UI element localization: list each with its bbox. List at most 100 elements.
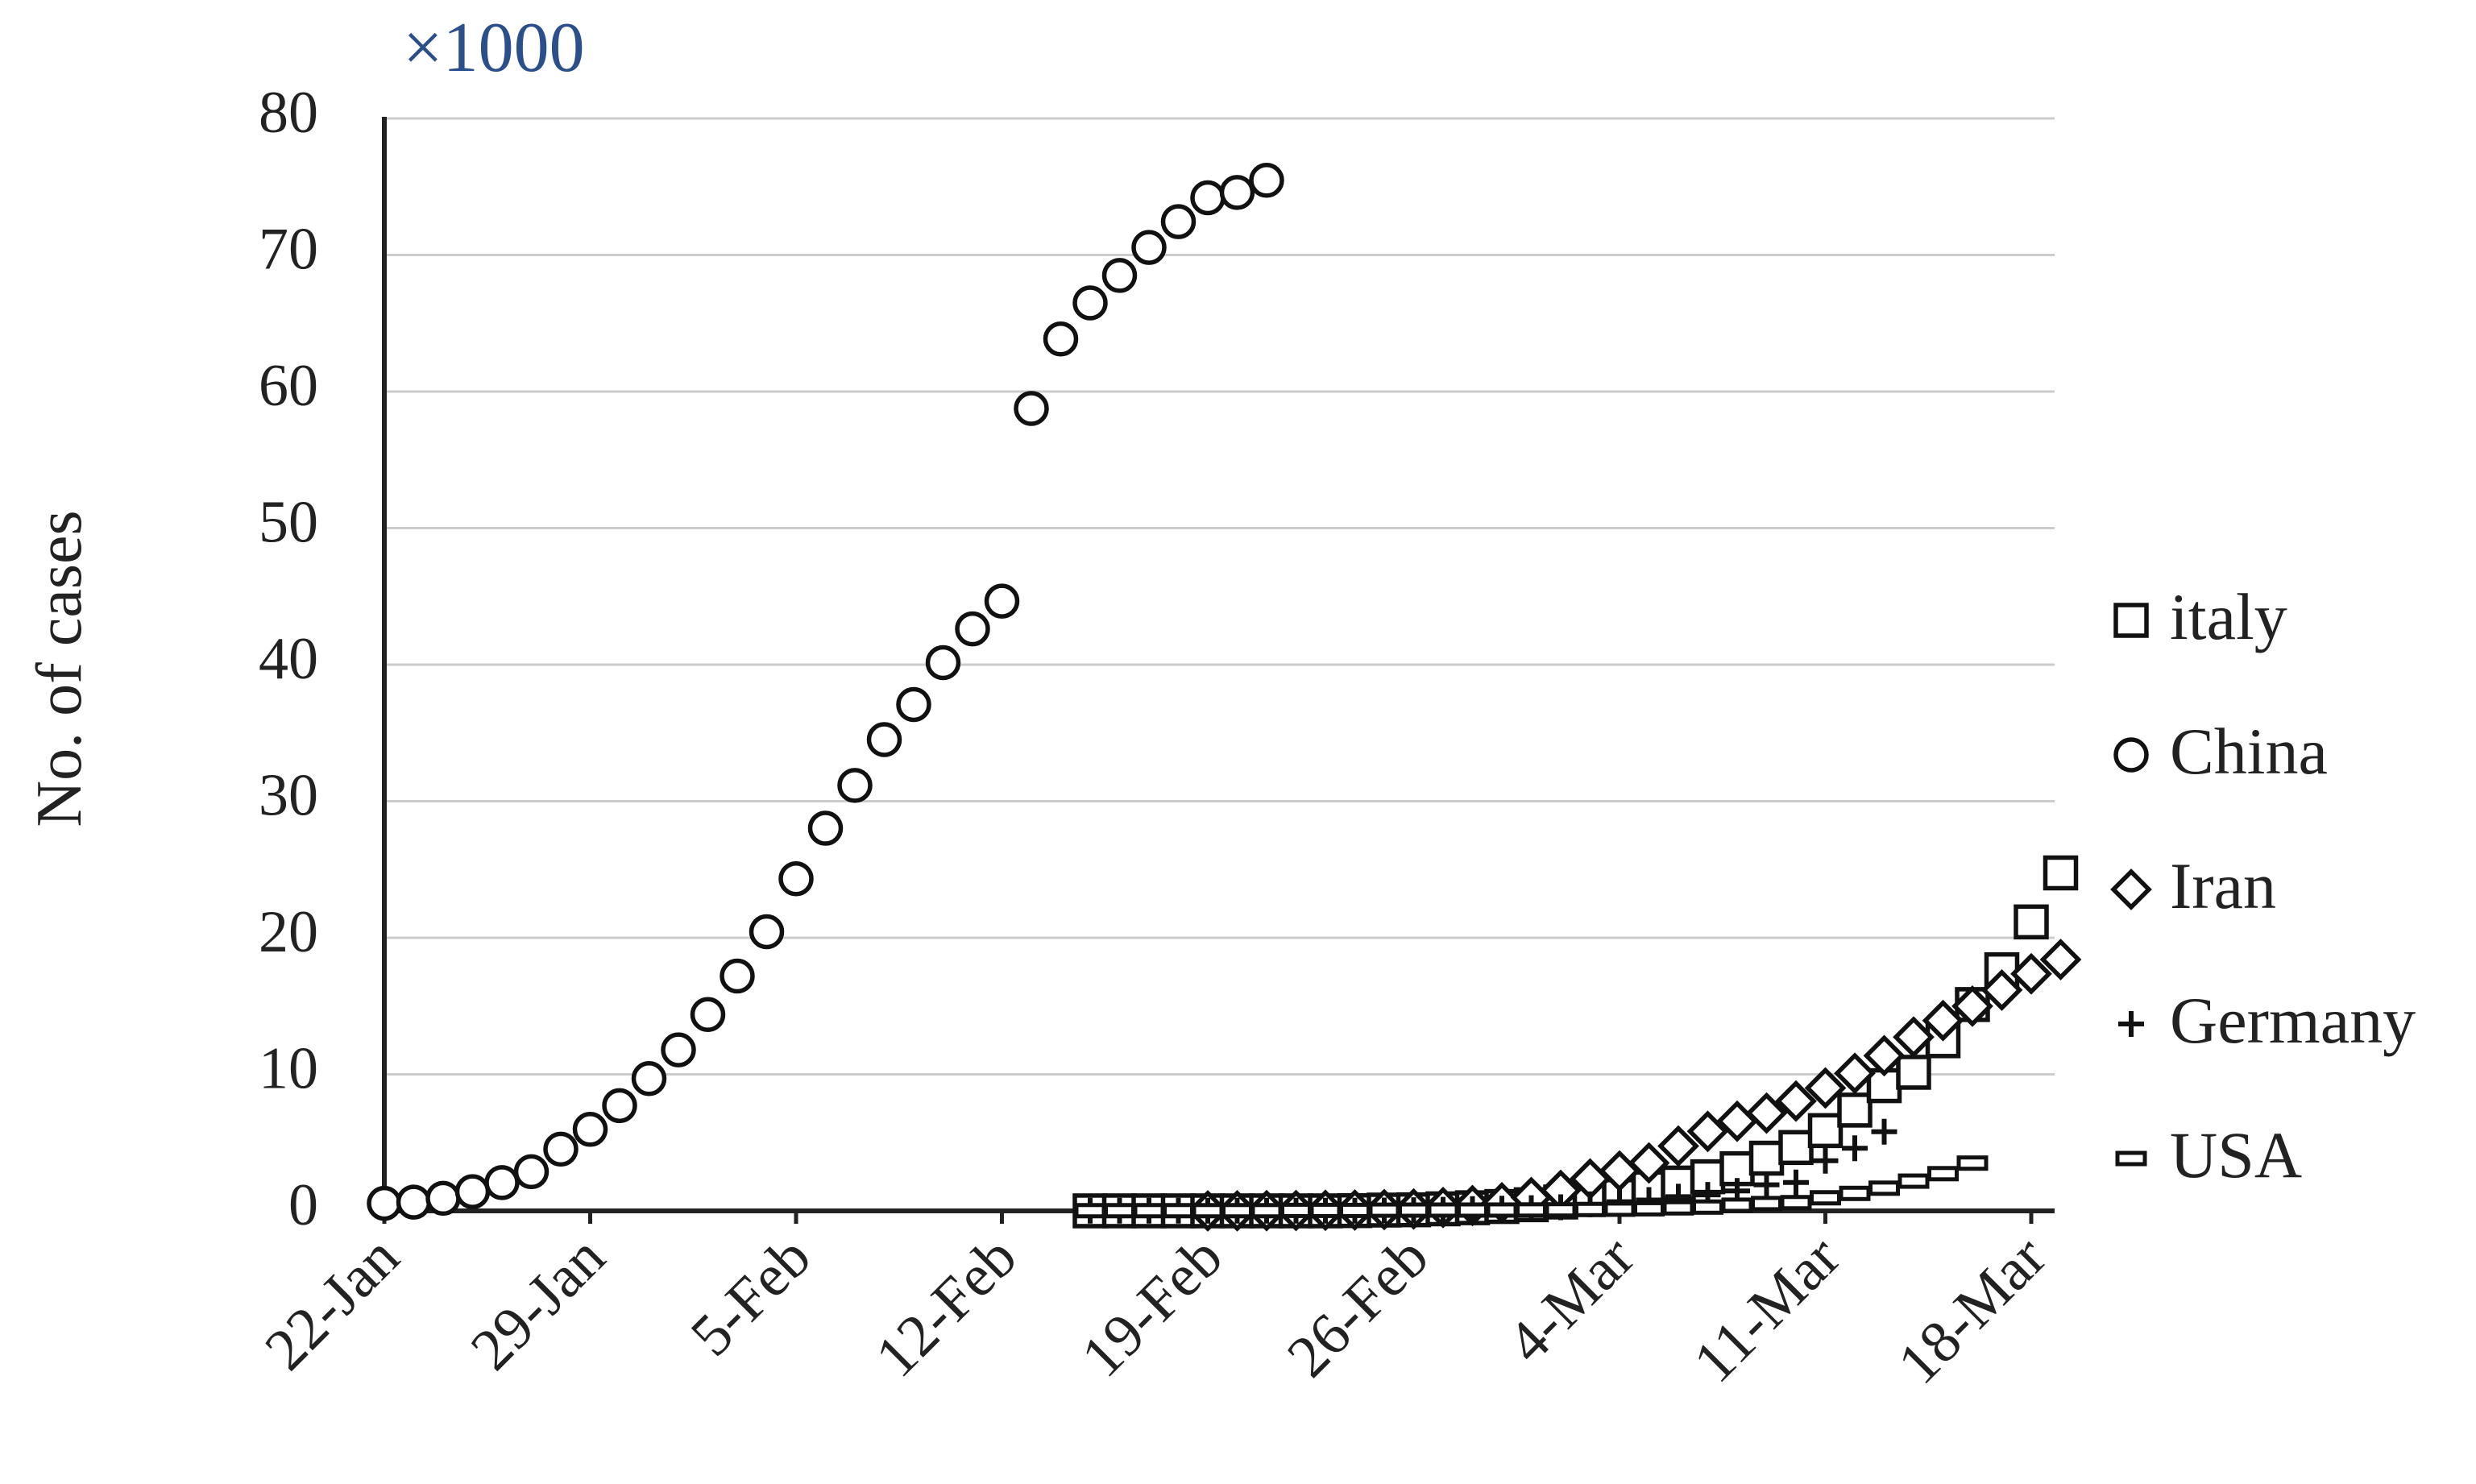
x-tick-label: 22-Jan — [253, 1224, 412, 1382]
data-point — [1868, 1180, 1900, 1196]
data-point — [1662, 1200, 1694, 1216]
data-point — [1897, 1173, 1930, 1189]
data-point — [1309, 1202, 1342, 1218]
data-point — [1221, 1203, 1253, 1219]
data-point — [1778, 1130, 1814, 1166]
data-point — [367, 1185, 402, 1221]
x-tick-label: 12-Feb — [863, 1224, 1029, 1390]
data-point — [1804, 1067, 1847, 1109]
legend-label: italy — [2170, 580, 2287, 653]
data-point — [572, 1112, 608, 1147]
data-point — [1163, 1203, 1194, 1219]
legend-label: Iran — [2170, 849, 2276, 922]
y-tick-label: 30 — [259, 762, 318, 828]
data-point — [866, 722, 902, 757]
data-point — [1783, 1169, 1809, 1196]
x-tick-label: 11-Mar — [1682, 1224, 1853, 1395]
data-point — [1072, 285, 1108, 321]
legend-label: USA — [2170, 1118, 2302, 1192]
data-point — [1871, 1118, 1897, 1145]
legend-marker — [2115, 1150, 2147, 1167]
data-point — [1834, 1052, 1876, 1095]
legend-label: China — [2170, 715, 2328, 788]
y-tick-label: 40 — [259, 626, 318, 692]
data-point — [1339, 1202, 1371, 1218]
data-point — [1101, 258, 1138, 293]
data-point — [1486, 1202, 1518, 1218]
legend: italy China Iran Germany USA — [2110, 580, 2416, 1192]
y-tick-label: 20 — [259, 899, 318, 965]
legend-entry-germany: Germany — [2118, 984, 2416, 1057]
data-point — [2010, 952, 2052, 995]
data-point — [1893, 1016, 1935, 1059]
y-tick-label: 0 — [288, 1172, 318, 1238]
data-point — [661, 1032, 696, 1067]
gridlines — [384, 117, 2055, 1076]
data-point — [1745, 1092, 1788, 1134]
data-point — [1104, 1203, 1135, 1219]
x-tick-label: 19-Feb — [1069, 1224, 1235, 1390]
data-point — [720, 958, 755, 994]
data-point — [1748, 1140, 1785, 1176]
data-point — [1922, 999, 1964, 1042]
data-point — [955, 611, 990, 647]
data-point — [1807, 1113, 1844, 1149]
data-point — [1190, 180, 1226, 216]
data-point — [1839, 1185, 1871, 1201]
data-point — [1751, 1196, 1782, 1212]
data-point — [513, 1154, 550, 1190]
legend-marker — [2110, 868, 2152, 910]
data-point — [1457, 1202, 1488, 1218]
axes — [382, 117, 2055, 1224]
data-point — [1951, 985, 1993, 1027]
data-point — [2039, 939, 2082, 980]
data-point — [1427, 1202, 1459, 1218]
data-point — [1043, 321, 1079, 357]
data-point — [1721, 1197, 1753, 1213]
data-point — [1812, 1147, 1839, 1174]
y-tick-label: 80 — [259, 80, 318, 146]
data-point — [2014, 904, 2049, 940]
data-point — [1516, 1202, 1547, 1218]
y-tick-label: 50 — [259, 489, 318, 555]
data-point — [1014, 391, 1049, 426]
data-point — [984, 583, 1020, 619]
legend-marker — [2113, 603, 2149, 638]
data-point — [925, 645, 961, 681]
data-point — [1131, 230, 1167, 265]
data-point — [1980, 969, 2023, 1011]
legend-label: Germany — [2170, 984, 2416, 1057]
data-point — [1074, 1203, 1106, 1219]
x-tick-label: 18-Mar — [1885, 1224, 2059, 1397]
data-point — [1368, 1202, 1400, 1218]
data-point — [1810, 1190, 1841, 1206]
data-point — [1192, 1203, 1224, 1219]
legend-entry-china: China — [2113, 715, 2328, 788]
series-china — [367, 163, 1284, 1221]
y-tick-label: 10 — [259, 1035, 318, 1101]
data-point — [1780, 1195, 1812, 1211]
data-point — [896, 686, 931, 723]
data-point — [1574, 1201, 1606, 1217]
y-tick-label: 70 — [259, 216, 318, 282]
data-point — [1692, 1199, 1723, 1215]
data-point — [1219, 175, 1255, 210]
data-point — [1753, 1171, 1780, 1198]
data-point — [543, 1131, 579, 1167]
data-point — [2043, 855, 2079, 891]
x-tick-label: 4-Mar — [1495, 1224, 1647, 1376]
y-axis-label: No. of cases — [24, 510, 95, 827]
data-point — [1280, 1202, 1312, 1218]
data-point — [837, 768, 873, 803]
legend-entry-iran: Iran — [2110, 849, 2276, 922]
data-point — [807, 810, 844, 846]
series-usa — [1074, 1155, 1989, 1219]
data-point — [1545, 1202, 1577, 1218]
data-point — [425, 1180, 461, 1217]
data-point — [602, 1088, 637, 1124]
data-point — [1775, 1080, 1817, 1122]
data-point — [749, 914, 785, 950]
data-point — [690, 997, 726, 1033]
